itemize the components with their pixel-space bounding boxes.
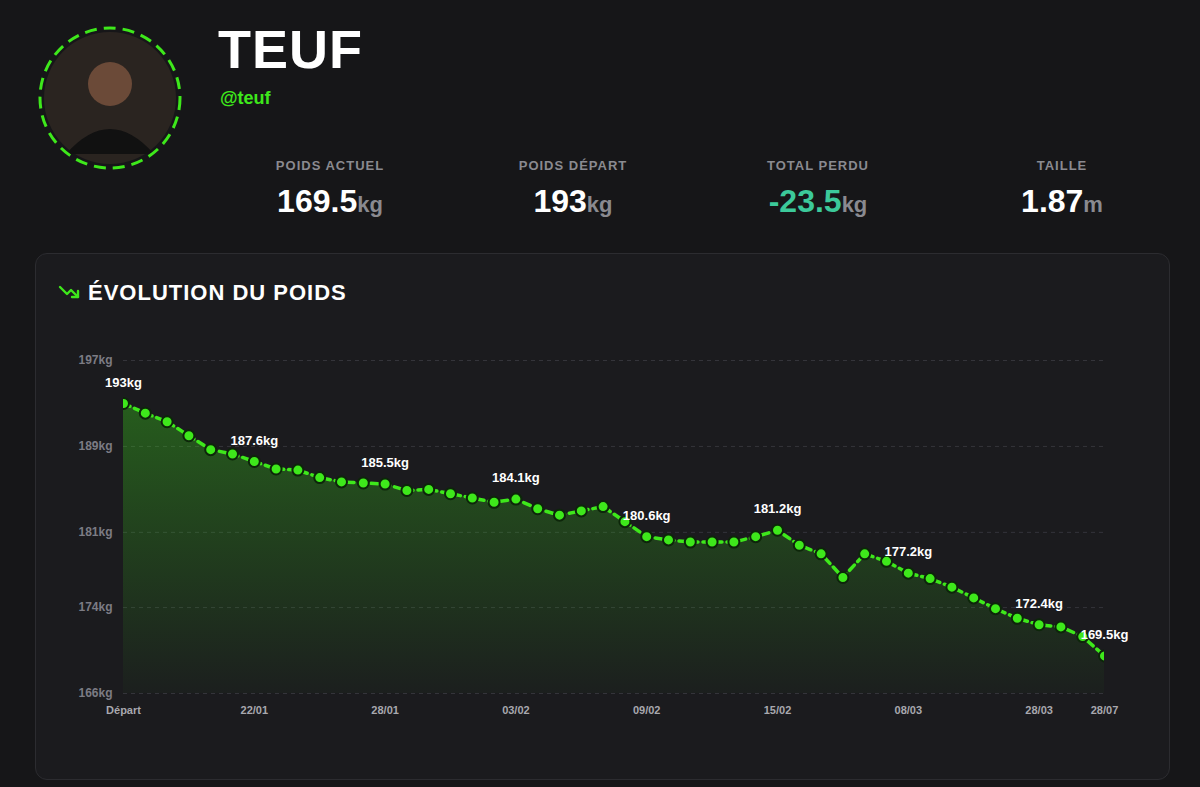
svg-text:177.2kg: 177.2kg: [884, 544, 932, 559]
svg-text:172.4kg: 172.4kg: [1015, 596, 1063, 611]
html-text:-23.5kg: -23.5kg: [768, 183, 868, 219]
svg-text:22/01: 22/01: [241, 704, 269, 716]
html-text:1.87m: 1.87m: [1021, 183, 1103, 219]
html-text:TAILLE: TAILLE: [1036, 158, 1088, 173]
svg-text:28/03: 28/03: [1025, 704, 1053, 716]
svg-text:193kg: 193kg: [105, 375, 142, 390]
svg-text:15/02: 15/02: [764, 704, 792, 716]
html-text:193kg: 193kg: [533, 183, 613, 219]
svg-text:08/03: 08/03: [895, 704, 923, 716]
html-text:POIDS ACTUEL: POIDS ACTUEL: [275, 158, 385, 173]
svg-text:197kg: 197kg: [78, 353, 112, 367]
html-text:POIDS DÉPART: POIDS DÉPART: [518, 158, 628, 173]
svg-text:184.1kg: 184.1kg: [492, 470, 540, 485]
html-text:TOTAL PERDU: TOTAL PERDU: [767, 158, 869, 173]
html-text:@teuf: @teuf: [220, 88, 271, 108]
svg-text:181.2kg: 181.2kg: [754, 501, 802, 516]
svg-text:181kg: 181kg: [78, 525, 112, 539]
svg-text:03/02: 03/02: [502, 704, 530, 716]
svg-text:189kg: 189kg: [78, 439, 112, 453]
svg-text:28/07: 28/07: [1091, 704, 1119, 716]
svg-text:185.5kg: 185.5kg: [361, 455, 409, 470]
svg-text:09/02: 09/02: [633, 704, 661, 716]
html-text:ÉVOLUTION DU POIDS: ÉVOLUTION DU POIDS: [88, 280, 347, 305]
html-text:TEUF: TEUF: [218, 19, 363, 79]
svg-text:187.6kg: 187.6kg: [230, 433, 278, 448]
svg-text:166kg: 166kg: [78, 686, 112, 700]
svg-text:180.6kg: 180.6kg: [623, 508, 671, 523]
svg-text:28/01: 28/01: [371, 704, 399, 716]
svg-text:Départ: Départ: [106, 704, 141, 716]
svg-text:174kg: 174kg: [78, 600, 112, 614]
html-text:169.5kg: 169.5kg: [277, 183, 383, 219]
svg-text:169.5kg: 169.5kg: [1081, 627, 1129, 642]
